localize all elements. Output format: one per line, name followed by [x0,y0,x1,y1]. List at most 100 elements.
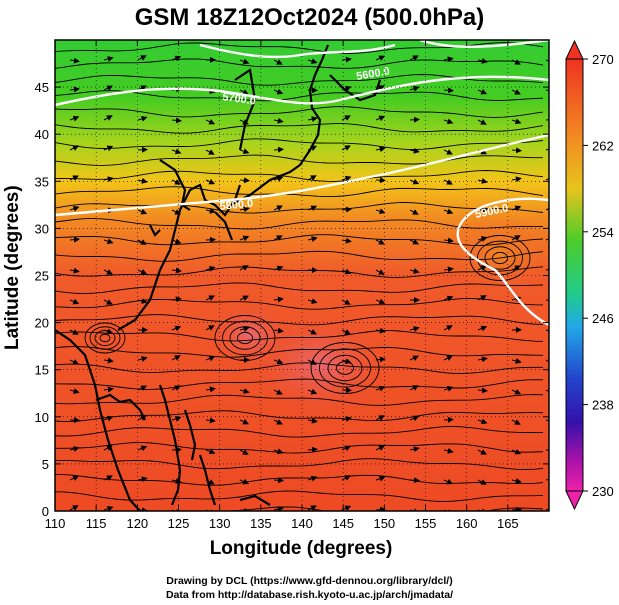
colorbar-max-arrow [565,39,584,60]
streamline [55,490,544,502]
y-tick-label: 15 [35,363,49,378]
flow-arrow [205,295,215,301]
flow-arrow [375,177,386,184]
flow-arrow [409,355,420,361]
flow-arrow [409,268,420,274]
vortex-ring [89,326,121,350]
x-tick-label: 145 [332,516,354,531]
streamline [55,410,544,422]
flow-arrow [341,445,352,452]
colorbar-label: 230 [592,484,614,499]
flow-arrow [545,359,549,365]
contour-line-5600 [199,43,396,59]
contour-line-5600-east [419,40,549,48]
flow-arrow [69,329,79,335]
streamline [55,186,544,198]
flow-arrow [477,418,488,425]
y-tick-label: 20 [35,316,49,331]
flow-arrow [443,237,454,244]
contour-label-5600: 5600.0 [355,65,390,83]
flow-arrow [273,448,284,455]
flow-arrow [443,295,454,302]
flow-arrow [545,145,549,152]
flow-arrow [409,116,420,123]
flow-arrow [171,179,181,185]
flow-arrow [239,418,250,425]
flow-arrow [273,175,284,182]
flow-arrow [137,115,148,122]
vortex-ring [99,333,111,343]
flow-arrow [69,475,80,482]
y-tick-label: 5 [42,457,49,472]
streamline [55,90,544,102]
colorbar-label: 262 [592,138,614,153]
flow-arrow [69,57,80,64]
flow-arrow [545,299,549,301]
flow-arrow [477,325,488,332]
flow-arrow [477,449,487,455]
flow-arrow [137,146,148,153]
flow-arrow [205,448,216,455]
y-tick-label: 45 [35,80,49,95]
flow-arrow [239,206,250,213]
flow-arrow [171,55,182,62]
streamline [55,170,544,182]
flow-arrow [443,325,453,331]
flow-arrow [69,505,79,511]
flow-arrow [511,477,522,484]
flow-arrow [205,265,216,272]
flow-arrow [103,386,114,393]
streamline [55,250,544,262]
flow-arrow [239,235,250,242]
flow-arrow [103,115,113,121]
x-tick-label: 110 [45,516,66,531]
flow-arrow [511,448,522,455]
coastlines [55,44,382,511]
streamline [55,362,543,374]
flow-arrow [443,447,454,454]
flow-arrow [69,145,79,151]
flow-arrow [375,327,386,334]
colorbar-scale [565,58,584,492]
x-tick-label: 150 [373,516,395,531]
flow-arrow [545,58,549,65]
vortex-ring [84,322,126,354]
x-axis-ticks: 110 115 120 125 130 135 140 145 150 155 160 165 [45,40,519,531]
flow-arrow [545,269,549,271]
x-axis-label: Longitude (degrees) [209,538,393,559]
flow-arrow [205,355,216,362]
flow-arrow [341,175,352,182]
streamline [55,123,544,134]
streamline [55,202,544,214]
x-tick-label: 165 [497,516,519,531]
flow-arrow [545,389,549,395]
streamline [55,426,543,438]
x-tick-label: 160 [456,516,478,531]
flow-arrow [103,475,113,481]
flow-arrow [545,89,549,92]
flow-arrow [409,147,420,154]
flow-arrow [341,237,352,244]
streamline [55,282,544,294]
flow-arrow [307,58,318,65]
flow-arrow [545,449,549,451]
flow-arrow [307,359,317,365]
flow-arrow [477,178,488,184]
flow-arrow [307,175,317,181]
streamline [55,154,543,166]
streamline [55,58,544,69]
colorbar-label: 238 [592,398,614,413]
flow-arrow [103,269,113,275]
flow-arrow [477,356,488,363]
flow-arrow [443,56,454,63]
flow-arrow [137,445,148,452]
flow-arrow [341,268,352,275]
flow-arrow [137,55,147,61]
flow-arrow [443,416,454,423]
colorbar-min-arrow [565,490,584,511]
streamline [55,218,544,230]
flow-arrow [477,88,488,95]
flow-arrow [307,388,318,395]
flow-arrow [171,296,182,303]
